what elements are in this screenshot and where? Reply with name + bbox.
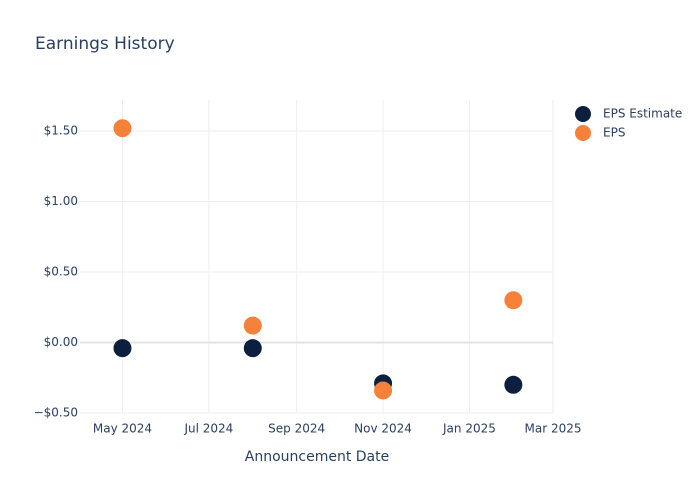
data-point xyxy=(504,375,523,394)
y-tick-label: $0.00 xyxy=(44,335,78,349)
x-tick-label: Nov 2024 xyxy=(354,422,412,436)
data-point xyxy=(113,119,132,138)
legend-label: EPS Estimate xyxy=(603,107,682,121)
data-point xyxy=(504,291,523,310)
x-tick-label: Sep 2024 xyxy=(268,422,325,436)
legend-marker xyxy=(575,125,591,141)
y-tick-label: −$0.50 xyxy=(34,406,78,420)
y-tick-label: $1.00 xyxy=(44,194,78,208)
chart-title: Earnings History xyxy=(35,34,175,54)
data-point xyxy=(243,316,262,335)
y-tick-label: $0.50 xyxy=(44,265,78,279)
y-tick-label: $1.50 xyxy=(44,124,78,138)
x-tick-label: Jan 2025 xyxy=(442,422,496,436)
data-point xyxy=(374,381,393,400)
x-axis-label: Announcement Date xyxy=(245,449,389,465)
legend-marker xyxy=(575,106,591,122)
legend-label: EPS xyxy=(603,126,625,140)
data-point xyxy=(113,339,132,358)
x-tick-label: Mar 2025 xyxy=(525,422,582,436)
x-tick-label: May 2024 xyxy=(93,422,152,436)
data-point xyxy=(243,339,262,358)
x-tick-label: Jul 2024 xyxy=(183,422,233,436)
